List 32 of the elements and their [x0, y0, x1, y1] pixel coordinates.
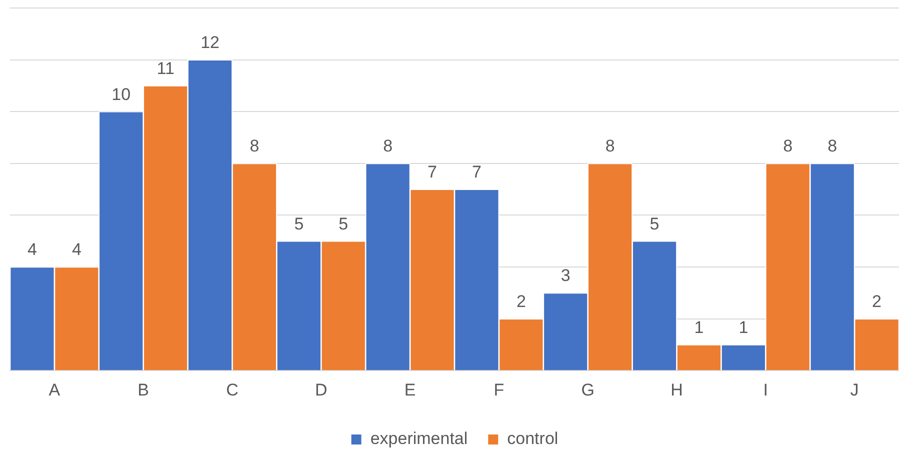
x-tick-label: D	[315, 380, 328, 400]
x-tick-label: C	[226, 380, 238, 400]
x-tick-label: F	[494, 380, 504, 400]
data-label: 5	[294, 214, 304, 234]
data-label: 5	[650, 214, 660, 234]
data-label: 5	[338, 214, 348, 234]
data-label: 12	[200, 32, 220, 52]
x-tick-label: B	[138, 380, 150, 400]
data-label: 10	[112, 84, 131, 104]
data-label: 4	[72, 240, 82, 260]
data-label: 8	[383, 136, 393, 156]
x-tick-label: H	[670, 380, 683, 400]
data-label: 8	[605, 136, 615, 156]
data-label: 2	[872, 292, 882, 311]
data-label: 8	[828, 136, 838, 156]
data-label: 8	[783, 136, 793, 156]
data-label: 1	[738, 318, 748, 337]
data-label: 11	[156, 58, 174, 78]
x-tick-label: G	[581, 380, 594, 400]
data-label: 1	[694, 318, 704, 337]
data-label: 7	[428, 162, 438, 182]
x-tick-label: J	[850, 380, 859, 400]
data-label: 3	[560, 266, 570, 286]
x-tick-label: A	[48, 380, 61, 400]
data-label: 7	[472, 162, 482, 182]
legend-label: experimental	[370, 429, 468, 448]
x-tick-label: E	[404, 380, 416, 400]
data-label: 8	[250, 136, 260, 156]
data-label: 2	[516, 292, 526, 311]
legend-label: control	[507, 429, 558, 448]
x-tick-label: I	[763, 380, 768, 400]
data-label: 4	[27, 240, 37, 260]
